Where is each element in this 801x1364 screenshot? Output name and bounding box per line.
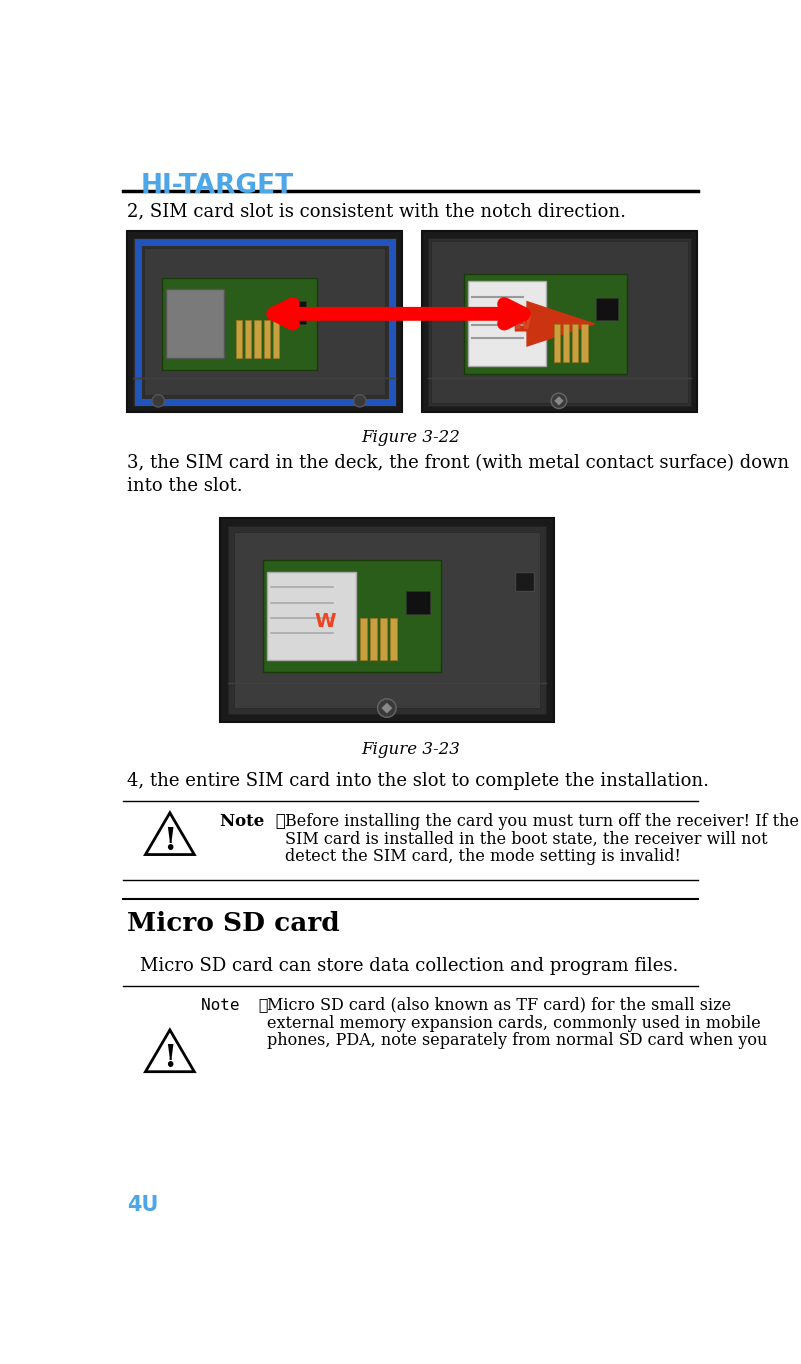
Circle shape — [152, 394, 164, 406]
Circle shape — [377, 698, 396, 717]
Text: 2, SIM card slot is consistent with the notch direction.: 2, SIM card slot is consistent with the … — [127, 202, 626, 220]
Bar — [469, 281, 545, 366]
Text: Note  ：: Note ： — [201, 997, 268, 1012]
Bar — [406, 591, 429, 614]
Bar — [596, 299, 618, 321]
Text: Micro SD card: Micro SD card — [127, 911, 340, 936]
Bar — [138, 243, 392, 401]
Text: Figure 3-22: Figure 3-22 — [361, 430, 461, 446]
Text: Micro SD card can store data collection and program files.: Micro SD card can store data collection … — [140, 956, 678, 975]
Bar — [234, 532, 540, 708]
Bar — [572, 323, 578, 363]
Bar — [127, 232, 402, 412]
Bar — [380, 618, 387, 660]
Bar — [220, 518, 553, 722]
Bar — [267, 572, 356, 660]
Bar — [553, 323, 560, 363]
Bar — [162, 278, 317, 370]
Bar — [422, 232, 697, 412]
Bar — [465, 274, 627, 374]
Bar — [563, 323, 569, 363]
FancyArrow shape — [515, 300, 596, 346]
Bar — [273, 321, 280, 359]
Text: Before installing the card you must turn off the receiver! If the: Before installing the card you must turn… — [284, 813, 799, 829]
Text: Note  ：: Note ： — [220, 813, 286, 829]
Circle shape — [551, 393, 566, 409]
Text: 4U: 4U — [127, 1195, 159, 1215]
Bar — [255, 321, 260, 359]
Bar — [263, 561, 441, 672]
Text: SIM card is installed in the boot state, the receiver will not: SIM card is installed in the boot state,… — [284, 831, 767, 847]
Bar — [134, 237, 396, 406]
Circle shape — [353, 394, 366, 406]
Bar — [582, 323, 588, 363]
Text: Figure 3-23: Figure 3-23 — [361, 741, 461, 758]
Text: !: ! — [163, 825, 176, 857]
Text: 3, the SIM card in the deck, the front (with metal contact surface) down: 3, the SIM card in the deck, the front (… — [127, 454, 789, 472]
Bar — [235, 321, 242, 359]
Bar — [390, 618, 397, 660]
Bar — [264, 321, 270, 359]
Bar — [144, 248, 385, 396]
Text: external memory expansion cards, commonly used in mobile: external memory expansion cards, commonl… — [267, 1015, 760, 1031]
Bar — [228, 525, 545, 715]
Polygon shape — [146, 813, 195, 855]
Bar — [245, 321, 252, 359]
Bar — [360, 618, 367, 660]
Text: detect the SIM card, the mode setting is invalid!: detect the SIM card, the mode setting is… — [284, 848, 681, 865]
Text: 4, the entire SIM card into the slot to complete the installation.: 4, the entire SIM card into the slot to … — [127, 772, 709, 790]
Bar — [431, 240, 687, 404]
Text: HI-TARGET: HI-TARGET — [140, 173, 293, 199]
Text: Micro SD card (also known as TF card) for the small size: Micro SD card (also known as TF card) fo… — [267, 997, 731, 1013]
Text: W: W — [511, 315, 531, 333]
Text: !: ! — [163, 1042, 176, 1073]
Polygon shape — [381, 702, 392, 713]
Polygon shape — [146, 1030, 195, 1072]
Bar — [370, 618, 376, 660]
Text: phones, PDA, note separately from normal SD card when you: phones, PDA, note separately from normal… — [267, 1033, 767, 1049]
Text: W: W — [314, 612, 336, 632]
Bar — [282, 300, 305, 323]
Bar — [428, 237, 690, 406]
Text: into the slot.: into the slot. — [127, 477, 243, 495]
Polygon shape — [554, 396, 564, 405]
Bar — [166, 289, 224, 359]
Bar — [515, 572, 534, 591]
